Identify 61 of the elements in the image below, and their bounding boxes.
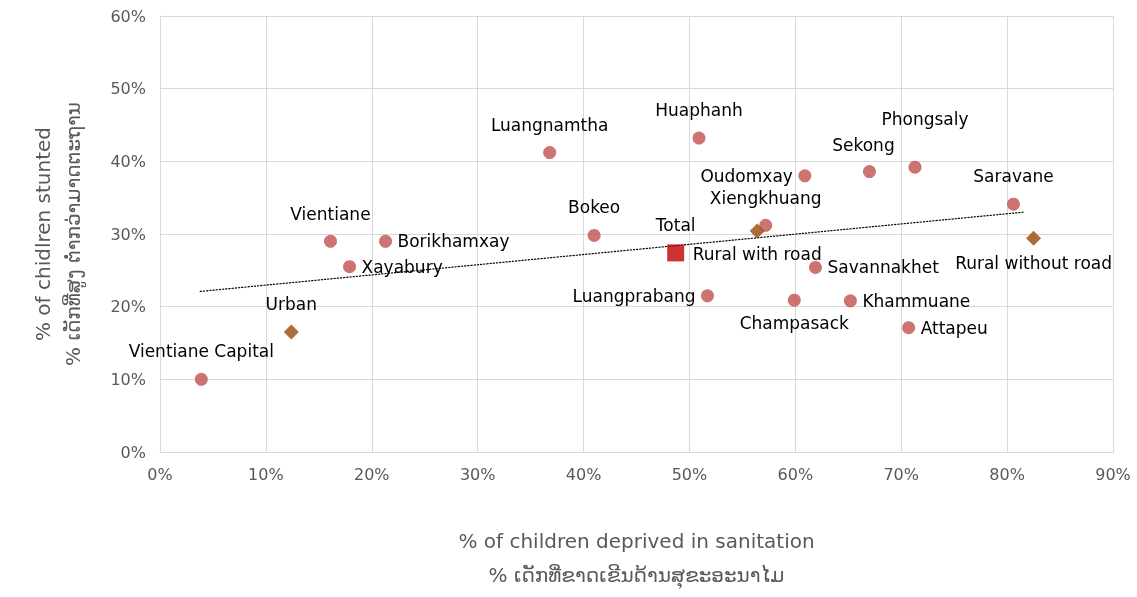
annotation: Rural with road (692, 244, 822, 265)
point (908, 160, 922, 174)
y-tick-label: 50% (110, 79, 146, 99)
y-tick-label: 20% (110, 297, 146, 317)
annotation: Rural without road (955, 253, 1113, 274)
point (343, 260, 357, 274)
annotation: Luangprabang (572, 285, 696, 306)
x-tick-label: 60% (777, 464, 814, 484)
point (808, 260, 822, 274)
point (692, 131, 706, 145)
y-axis-title: % of chidlren stunted % ເດັກທີ່ສູງ ຕ່ຳກວ່າມາດຕະຖານ (31, 102, 87, 366)
point (283, 324, 299, 340)
x-tick-label: 30% (459, 464, 496, 484)
x-tick-label: 20% (354, 464, 390, 484)
point (787, 293, 801, 307)
y-tick-label: 0% (120, 442, 146, 462)
annotation: Total (654, 214, 696, 235)
point (667, 244, 685, 262)
annotation: Sekong (832, 134, 895, 155)
x-tick-label: 0% (147, 464, 173, 484)
annotation: Luangnamtha (490, 114, 609, 135)
annotation: Khammuane (862, 290, 971, 311)
annotation: Oudomxay (700, 165, 793, 186)
annotation: Saravane (973, 166, 1054, 187)
x-tick-label: 40% (565, 464, 602, 484)
y-tick-label: 40% (110, 151, 146, 171)
point (700, 289, 714, 303)
x-tick-label: 50% (671, 464, 708, 484)
point (759, 218, 773, 232)
annotation: Xiengkhuang (709, 188, 822, 209)
annotation: Attapeu (920, 317, 988, 338)
annotation: Borikhamxay (397, 231, 510, 252)
point (749, 223, 765, 239)
annotation: Xayabury (361, 256, 443, 277)
annotation: Savannakhet (827, 257, 940, 278)
x-tick-label: 10% (248, 464, 284, 484)
annotation: Huaphanh (655, 100, 743, 121)
x-tick-label: 70% (883, 464, 919, 484)
point (379, 234, 393, 248)
y-tick-label: 60% (110, 6, 146, 26)
point (587, 228, 601, 242)
x-axis-title: % of children deprived in sanitation % ເດັກທີ່ຂາດເຂີນດ້ານສຸຂະອະນາໄມ (458, 529, 815, 589)
annotation: Bokeo (568, 197, 621, 218)
annotation: Vientiane (290, 204, 371, 225)
point (798, 169, 812, 183)
point (1006, 197, 1020, 211)
x-tick-label: 90% (1095, 464, 1131, 484)
annotation: Vientiane Capital (128, 341, 274, 362)
point (1026, 230, 1042, 246)
point (843, 294, 857, 308)
point (194, 372, 208, 386)
y-tick-label: 30% (110, 224, 146, 244)
annotation: Phongsaly (881, 109, 969, 130)
x-tick-label: 80% (989, 464, 1025, 484)
point (323, 234, 337, 248)
annotation: Urban (265, 294, 318, 315)
point (862, 165, 876, 178)
y-tick-label: 10% (110, 369, 146, 389)
annotation: Champasack (739, 313, 850, 334)
point (902, 321, 916, 335)
point (543, 146, 557, 160)
